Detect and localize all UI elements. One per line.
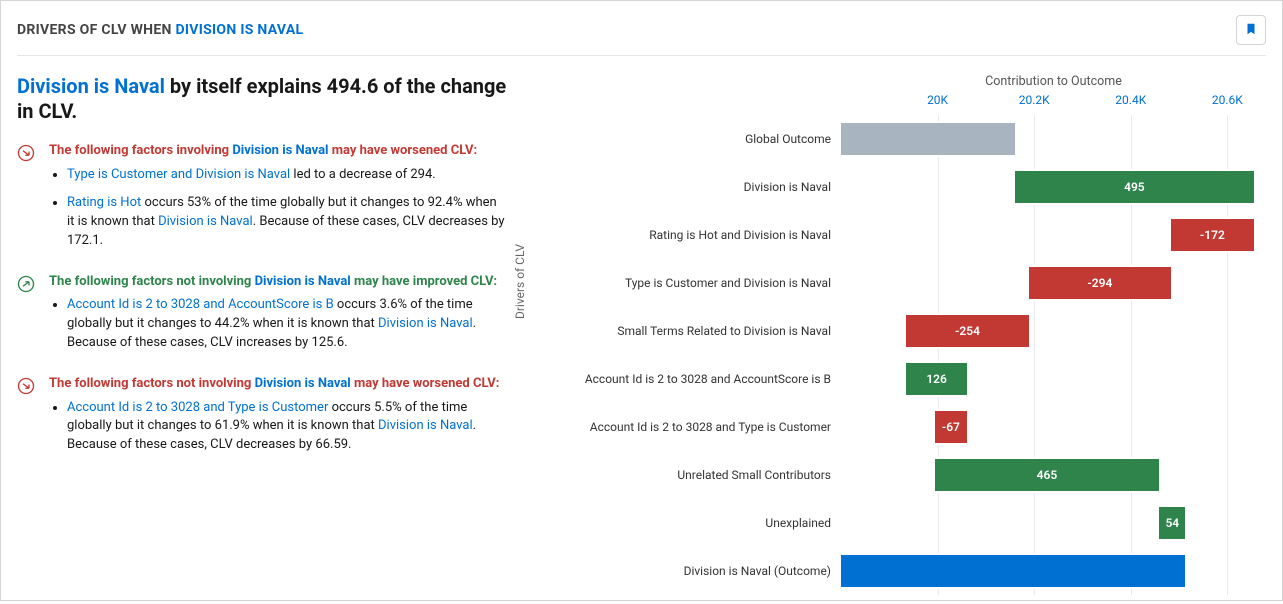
row-track: 495 (841, 169, 1266, 205)
chart-row: Division is Naval 495 (541, 163, 1266, 211)
row-track: -294 (841, 265, 1266, 301)
chart-xaxis: 20K 20.2K 20.4K 20.6K (841, 93, 1266, 111)
panel-title: DRIVERS OF CLV WHEN DIVISION IS NAVAL (17, 22, 303, 38)
xaxis-tick: 20.4K (1115, 93, 1146, 107)
panel-title-prefix: DRIVERS OF CLV WHEN (17, 22, 175, 38)
row-label: Rating is Hot and Division is Naval (541, 228, 841, 242)
bookmark-icon (1244, 22, 1258, 39)
xaxis-tick: 20.6K (1212, 93, 1243, 107)
headline-highlight: Division is Naval (17, 74, 165, 98)
bullet-list: Type is Customer and Division is Naval l… (49, 166, 507, 251)
trend-down-icon (17, 142, 39, 261)
section-body: The following factors involving Division… (49, 142, 507, 261)
panel-header: DRIVERS OF CLV WHEN DIVISION IS NAVAL (17, 15, 1266, 56)
bullet-list: Account Id is 2 to 3028 and AccountScore… (49, 296, 507, 353)
section-title: The following factors involving Division… (49, 142, 507, 160)
chart-row: Rating is Hot and Division is Naval -172 (541, 211, 1266, 259)
panel-title-highlight: DIVISION IS NAVAL (175, 22, 303, 38)
waterfall-bar[interactable]: -254 (906, 315, 1029, 347)
section-body: The following factors not involving Divi… (49, 375, 507, 465)
insight-section: The following factors involving Division… (17, 142, 507, 261)
trend-down-icon (17, 375, 39, 465)
chart-row: Account Id is 2 to 3028 and AccountScore… (541, 355, 1266, 403)
chart-row: Division is Naval (Outcome) (541, 547, 1266, 595)
waterfall-chart: Drivers of CLV Contribution to Outcome 2… (517, 74, 1266, 604)
row-label: Division is Naval (Outcome) (541, 564, 841, 578)
row-label: Small Terms Related to Division is Naval (541, 324, 841, 338)
bullet-item: Account Id is 2 to 3028 and AccountScore… (67, 296, 507, 353)
plot-area: 20K 20.2K 20.4K 20.6K Global Outcome Divisio… (541, 93, 1266, 595)
row-label: Unexplained (541, 516, 841, 530)
row-track: 465 (841, 457, 1266, 493)
bullet-item: Rating is Hot occurs 53% of the time glo… (67, 194, 507, 251)
row-track: -67 (841, 409, 1266, 445)
bullet-item: Type is Customer and Division is Naval l… (67, 166, 507, 185)
narrative-column: Division is Naval by itself explains 494… (17, 74, 507, 604)
chart-row: Unexplained 54 (541, 499, 1266, 547)
row-track (841, 553, 1266, 589)
waterfall-bar[interactable]: 126 (906, 363, 967, 395)
row-track: -172 (841, 217, 1266, 253)
row-track (841, 121, 1266, 157)
waterfall-bar[interactable] (841, 555, 1185, 587)
waterfall-bar[interactable]: 465 (935, 459, 1160, 491)
waterfall-bar[interactable]: 54 (1159, 507, 1185, 539)
waterfall-bar[interactable]: -67 (935, 411, 967, 443)
section-title: The following factors not involving Divi… (49, 273, 507, 291)
chart-row: Small Terms Related to Division is Naval… (541, 307, 1266, 355)
chart-rows: Global Outcome Division is Naval 495 Rating… (541, 115, 1266, 595)
waterfall-bar[interactable]: -172 (1171, 219, 1254, 251)
insight-section: The following factors not involving Divi… (17, 375, 507, 465)
insight-section: The following factors not involving Divi… (17, 273, 507, 363)
headline: Division is Naval by itself explains 494… (17, 74, 507, 124)
chart-ylabel: Drivers of CLV (513, 244, 527, 319)
row-label: Global Outcome (541, 132, 841, 146)
sections-container: The following factors involving Division… (17, 142, 507, 465)
content: Division is Naval by itself explains 494… (17, 74, 1266, 604)
waterfall-bar[interactable] (841, 123, 1015, 155)
row-track: 126 (841, 361, 1266, 397)
xaxis-tick: 20.2K (1019, 93, 1050, 107)
row-label: Type is Customer and Division is Naval (541, 276, 841, 290)
bookmark-button[interactable] (1236, 15, 1266, 45)
waterfall-bar[interactable]: 495 (1015, 171, 1254, 203)
section-title: The following factors not involving Divi… (49, 375, 507, 393)
clv-drivers-panel: DRIVERS OF CLV WHEN DIVISION IS NAVAL Di… (0, 0, 1283, 601)
xaxis-tick: 20K (927, 93, 948, 107)
section-body: The following factors not involving Divi… (49, 273, 507, 363)
trend-up-icon (17, 273, 39, 363)
waterfall-bar[interactable]: -294 (1029, 267, 1171, 299)
row-label: Unrelated Small Contributors (541, 468, 841, 482)
row-track: 54 (841, 505, 1266, 541)
chart-row: Type is Customer and Division is Naval -2… (541, 259, 1266, 307)
chart-row: Unrelated Small Contributors 465 (541, 451, 1266, 499)
row-label: Account Id is 2 to 3028 and AccountScore… (541, 372, 841, 386)
row-track: -254 (841, 313, 1266, 349)
row-label: Account Id is 2 to 3028 and Type is Cust… (541, 420, 841, 434)
bullet-list: Account Id is 2 to 3028 and Type is Cust… (49, 399, 507, 456)
chart-row: Account Id is 2 to 3028 and Type is Cust… (541, 403, 1266, 451)
chart-row: Global Outcome (541, 115, 1266, 163)
row-label: Division is Naval (541, 180, 841, 194)
chart-title: Contribution to Outcome (541, 74, 1266, 89)
bullet-item: Account Id is 2 to 3028 and Type is Cust… (67, 399, 507, 456)
chart-column: Drivers of CLV Contribution to Outcome 2… (517, 74, 1266, 604)
